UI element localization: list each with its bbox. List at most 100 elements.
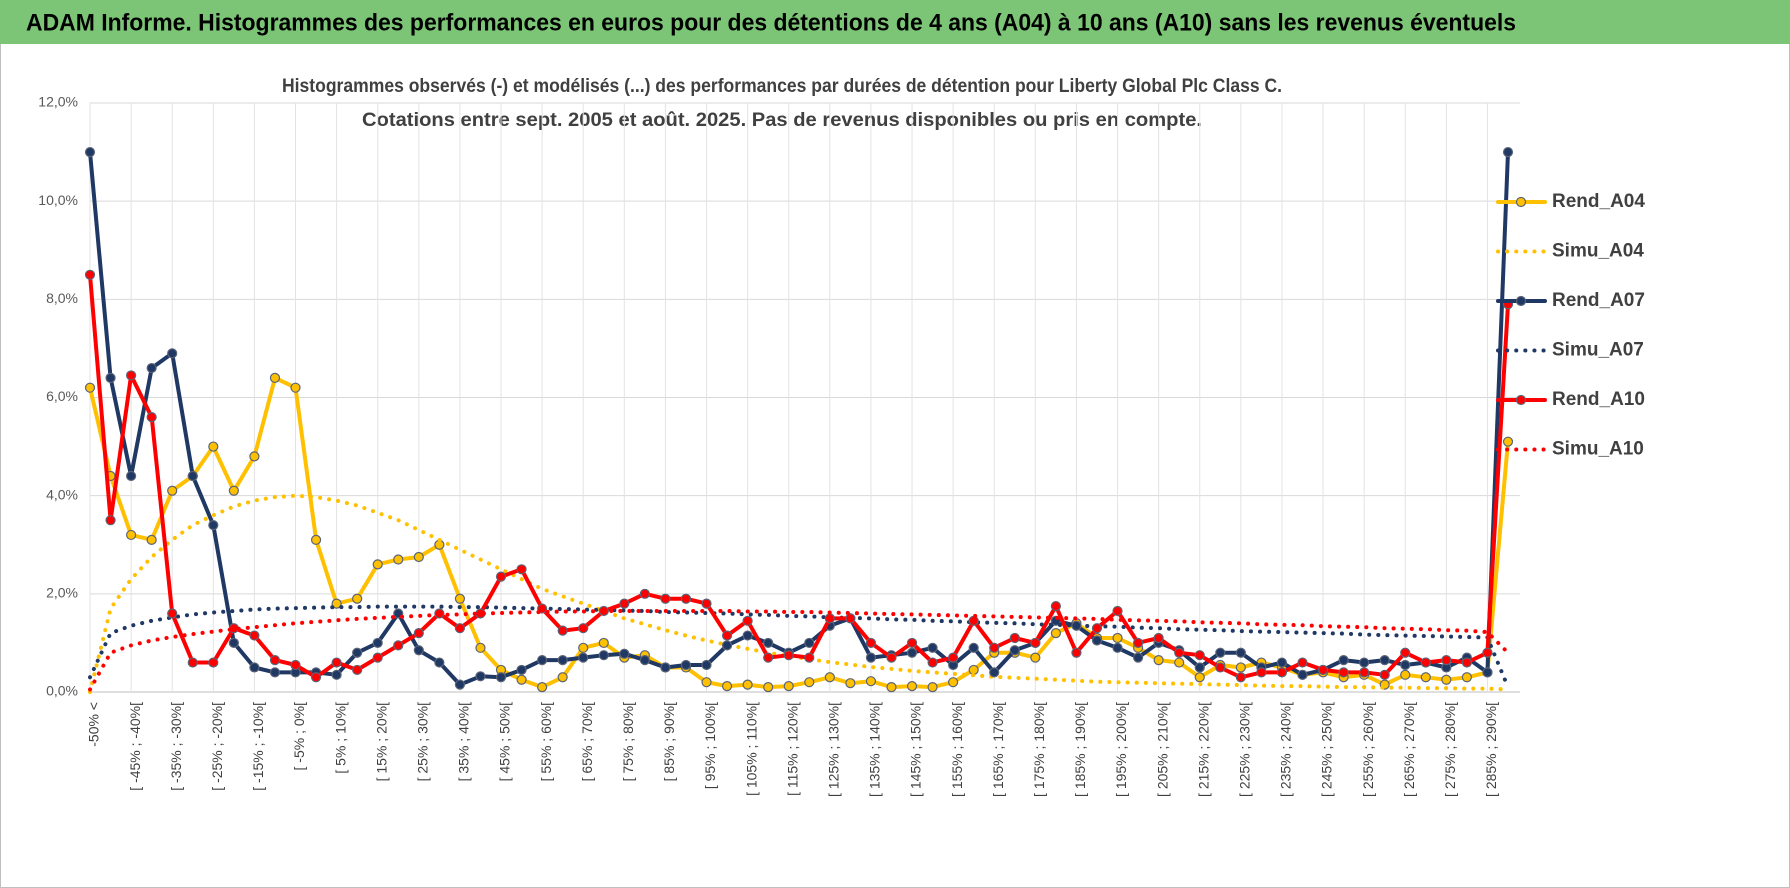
point-marker: [763, 681, 774, 693]
point-marker: [331, 598, 342, 609]
x-tick-label: [ -45% ; -40%[: [127, 702, 143, 791]
point-marker: [187, 470, 198, 482]
point-marker: [1441, 654, 1452, 666]
point-marker: [105, 515, 116, 526]
point-marker: [1235, 672, 1246, 683]
point-marker: [352, 593, 363, 604]
point-marker: [927, 681, 938, 693]
point-marker: [146, 534, 157, 545]
point-marker: [208, 441, 219, 452]
point-marker: [105, 372, 116, 383]
point-marker: [1112, 642, 1123, 653]
point-marker: [742, 679, 753, 690]
point-marker: [495, 672, 507, 683]
point-marker: [1461, 657, 1472, 668]
point-marker: [126, 370, 137, 381]
point-marker: [639, 588, 650, 599]
point-marker: [208, 520, 219, 531]
x-tick-label: [ 95% ; 100%[: [702, 702, 718, 789]
point-marker: [269, 654, 281, 666]
x-tick-label: [ 165% ; 170%[: [990, 702, 1006, 797]
point-marker: [1482, 647, 1493, 658]
point-marker: [1050, 601, 1061, 612]
point-marker: [578, 623, 589, 634]
point-marker: [763, 652, 774, 663]
point-marker: [598, 650, 609, 661]
point-marker: [1359, 667, 1370, 678]
x-tick-label: [ 35% ; 40%[: [456, 702, 472, 781]
point-marker: [886, 681, 897, 693]
point-marker: [249, 451, 260, 462]
point-marker: [1174, 647, 1185, 658]
x-tick-label: [ -35% ; -30%[: [168, 702, 184, 791]
point-marker: [845, 613, 856, 624]
x-tick-label: [ 275% ; 280%[: [1442, 702, 1458, 797]
point-marker: [1215, 647, 1226, 658]
point-marker: [1030, 652, 1041, 663]
legend-label: Simu_A04: [1552, 241, 1644, 262]
x-tick-label: [ 25% ; 30%[: [415, 702, 431, 781]
point-marker: [1317, 664, 1329, 676]
x-tick-label: [ 55% ; 60%[: [538, 702, 554, 781]
point-marker: [865, 637, 877, 649]
point-marker: [516, 674, 527, 685]
point-marker: [948, 652, 959, 663]
point-marker: [1091, 623, 1103, 634]
point-marker: [1256, 667, 1267, 678]
point-marker: [413, 551, 424, 563]
legend-label: Simu_A10: [1552, 439, 1644, 460]
y-tick-label: 12,0%: [38, 94, 78, 110]
point-marker: [454, 593, 466, 604]
point-marker: [454, 679, 466, 690]
point-marker: [126, 529, 137, 541]
x-tick-label: [ 235% ; 240%[: [1278, 702, 1294, 797]
point-marker: [804, 652, 815, 663]
y-tick-label: 6,0%: [46, 388, 78, 404]
x-tick-label: [ 245% ; 250%[: [1319, 702, 1335, 797]
point-marker: [269, 667, 281, 678]
point-marker: [1461, 672, 1472, 683]
point-marker: [84, 146, 96, 158]
x-tick-label: [ 225% ; 230%[: [1237, 702, 1253, 797]
point-marker: [1132, 637, 1144, 649]
point-marker: [721, 681, 733, 692]
point-marker: [804, 637, 815, 649]
point-marker: [680, 593, 692, 604]
x-tick-label: [ 45% ; 50%[: [497, 702, 513, 781]
point-marker: [393, 640, 404, 651]
point-marker: [331, 669, 342, 680]
point-marker: [495, 571, 507, 582]
observed-line: [88, 272, 1510, 680]
observed-line: [88, 150, 1510, 687]
point-marker: [742, 630, 753, 641]
legend-label: Simu_A07: [1552, 340, 1644, 361]
y-tick-label: 0,0%: [46, 683, 78, 699]
point-marker: [660, 593, 671, 604]
legend-marker: [1515, 394, 1527, 406]
point-marker: [393, 554, 404, 565]
model-line: [88, 493, 1510, 694]
point-marker: [167, 348, 178, 359]
point-marker: [187, 657, 198, 668]
point-marker: [352, 647, 363, 658]
header-bar: [0, 0, 1790, 44]
x-tick-label: [ 205% ; 210%[: [1154, 702, 1170, 797]
point-marker: [886, 652, 897, 663]
legend-label: Rend_A10: [1552, 389, 1645, 410]
point-marker: [1400, 659, 1411, 671]
point-marker: [578, 652, 589, 663]
chart-subtitle: Cotations entre sept. 2005 et août. 2025…: [362, 110, 1202, 131]
x-tick-label: [ 135% ; 140%[: [867, 702, 883, 797]
point-marker: [1379, 669, 1390, 680]
point-marker: [290, 659, 301, 671]
y-tick-label: 4,0%: [46, 486, 78, 502]
point-marker: [1235, 647, 1246, 658]
point-marker: [989, 642, 1000, 653]
point-marker: [249, 662, 260, 673]
point-marker: [413, 645, 424, 656]
point-marker: [208, 657, 219, 668]
point-marker: [126, 470, 137, 482]
point-marker: [1009, 645, 1020, 656]
x-tick-label: [ 265% ; 270%[: [1401, 702, 1417, 797]
